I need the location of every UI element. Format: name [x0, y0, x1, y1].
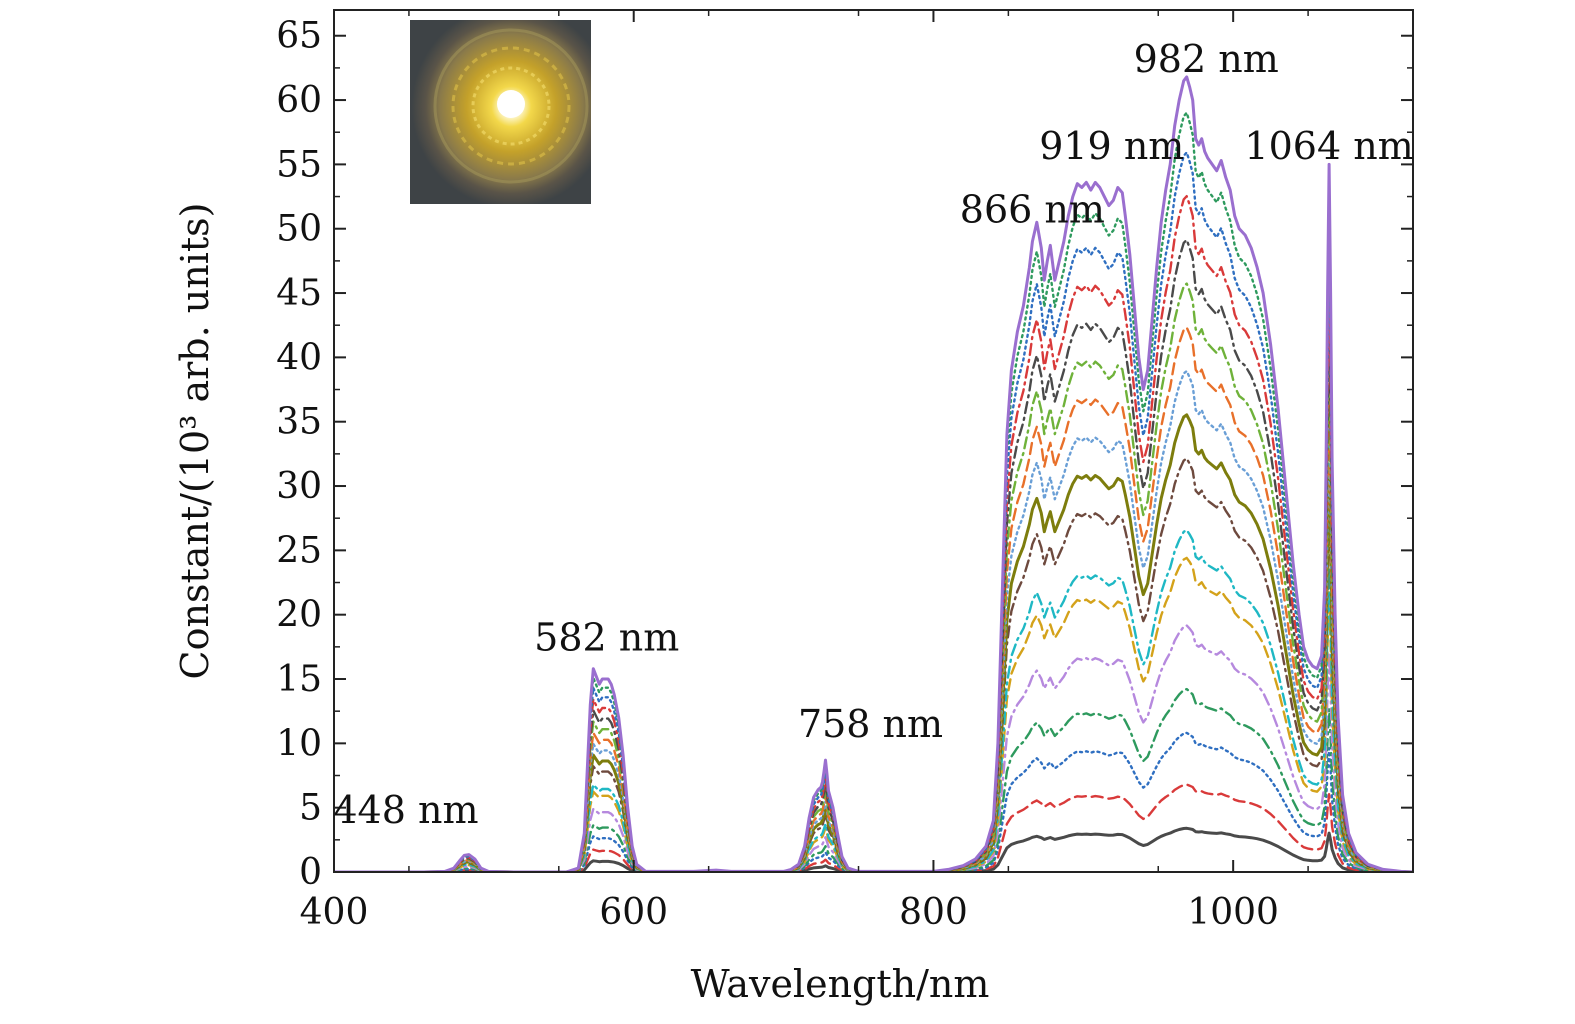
- spectrum-series-line: [334, 282, 1413, 872]
- spectrum-series-line: [334, 413, 1413, 872]
- spectrum-series-line: [334, 687, 1413, 872]
- spectrum-series-line: [334, 151, 1413, 872]
- spectrum-series-line: [334, 195, 1413, 872]
- x-tick-label: 1000: [1187, 892, 1279, 933]
- inset-photo: [410, 20, 591, 204]
- y-tick-label: 50: [276, 209, 322, 250]
- peak-label: 919 nm: [1039, 124, 1184, 168]
- spectrum-series-line: [334, 75, 1413, 872]
- spectrum-series-line: [334, 326, 1413, 872]
- y-tick-label: 65: [276, 16, 322, 57]
- spectrum-series-line: [334, 783, 1413, 872]
- spectrum-series-line: [334, 731, 1413, 872]
- y-tick-label: 20: [276, 595, 322, 636]
- y-tick-label: 55: [276, 144, 322, 185]
- peak-label: 1064 nm: [1244, 124, 1413, 168]
- y-axis-title: Constant/(10³ arb. units): [173, 203, 217, 680]
- y-tick-label: 40: [276, 337, 322, 378]
- peak-label: 448 nm: [333, 788, 478, 832]
- y-tick-label: 30: [276, 466, 322, 507]
- y-tick-label: 10: [276, 723, 322, 764]
- spectrum-series-line: [334, 111, 1413, 872]
- peak-annotations: 448 nm 582 nm 758 nm 866 nm 919 nm 982 nm 1064…: [333, 37, 1413, 832]
- x-tick-label: 600: [599, 892, 668, 933]
- spectrum-series-line: [334, 556, 1413, 872]
- y-tick-label: 5: [299, 788, 322, 829]
- peak-label: 582 nm: [534, 616, 679, 660]
- y-tick-label: 60: [276, 80, 322, 121]
- plot-frame: [333, 9, 1414, 873]
- y-tick-label: 15: [276, 659, 322, 700]
- spectrum-series-line: [334, 369, 1413, 872]
- spectrum-series-line: [334, 826, 1413, 872]
- series-layer: [334, 75, 1413, 872]
- y-tick-label: 0: [299, 852, 322, 893]
- peak-label: 982 nm: [1134, 37, 1279, 81]
- y-tick-label: 35: [276, 402, 322, 443]
- peak-label: 866 nm: [960, 187, 1105, 231]
- spectrum-series-line: [334, 528, 1413, 872]
- y-tick-label: 25: [276, 530, 322, 571]
- spectrum-series-line: [334, 238, 1413, 872]
- x-axis-title: Wavelength/nm: [691, 962, 990, 1006]
- peak-label: 758 nm: [798, 702, 943, 746]
- spectrum-series-line: [334, 457, 1413, 872]
- y-tick-label: 45: [276, 273, 322, 314]
- spectrum-series-line: [334, 624, 1413, 872]
- x-tick-label: 800: [899, 892, 968, 933]
- axis-ticks: 400 600 800 1000 0 5 10 15 20 25 30 35 40 45 50 55 60 65: [276, 10, 1413, 933]
- x-tick-label: 400: [300, 892, 369, 933]
